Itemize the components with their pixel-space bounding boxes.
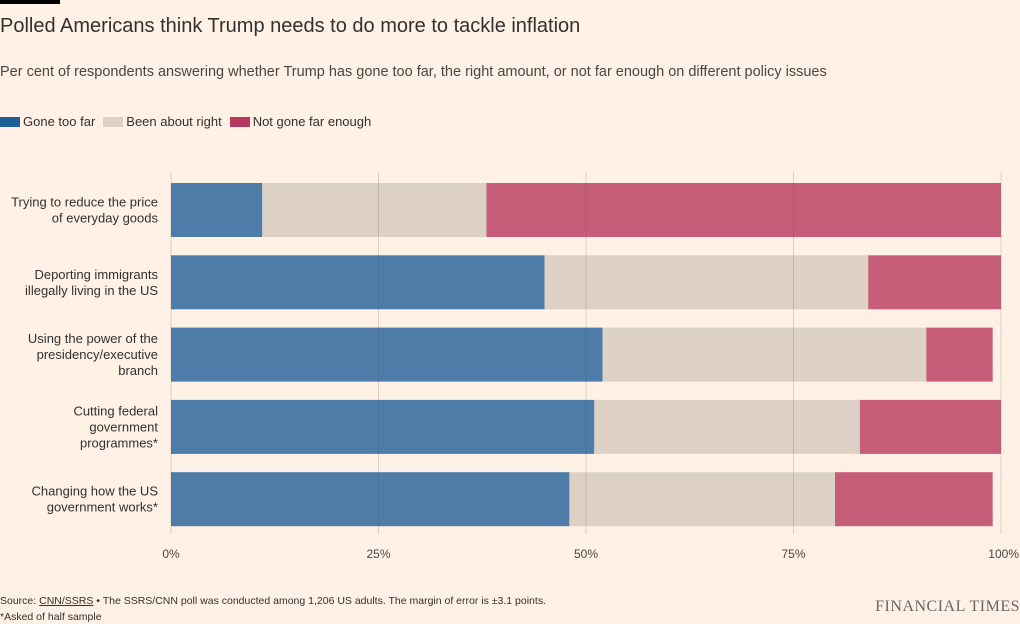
x-tick-label: 50% <box>574 547 598 561</box>
legend: Gone too far Been about right Not gone f… <box>0 114 379 129</box>
footnote: *Asked of half sample <box>0 611 102 623</box>
source-detail: • The SSRS/CNN poll was conducted among … <box>93 595 546 607</box>
x-tick-label: 0% <box>162 547 180 561</box>
x-tick-label: 25% <box>366 547 390 561</box>
category-label: Cutting federal government programmes* <box>73 403 158 450</box>
source-prefix: Source: <box>0 595 40 607</box>
bar-segment <box>602 327 927 382</box>
bar-segment <box>868 255 1001 310</box>
bar-segment <box>171 255 545 310</box>
chart-title: Polled Americans think Trump needs to do… <box>0 15 581 37</box>
category-label: Using the power of the presidency/executi… <box>28 331 158 378</box>
bar-segment <box>569 472 835 527</box>
chart-subtitle: Per cent of respondents answering whethe… <box>0 64 827 80</box>
legend-item-been-about-right: Been about right <box>103 114 222 129</box>
header-accent-bar <box>0 0 60 4</box>
legend-label: Not gone far enough <box>252 114 372 129</box>
bar-segment <box>171 472 570 527</box>
bar-segment <box>544 255 869 310</box>
legend-label: Gone too far <box>23 114 96 129</box>
category-label: Changing how the US government works* <box>32 484 159 515</box>
bar-segment <box>171 327 603 382</box>
legend-swatch <box>0 116 20 127</box>
source-link[interactable]: CNN/SSRS <box>39 595 94 607</box>
legend-swatch <box>103 116 124 127</box>
bar-segment <box>486 183 1001 237</box>
legend-item-not-gone-far-enough: Not gone far enough <box>229 114 372 129</box>
x-tick-label: 75% <box>781 547 805 561</box>
category-label: Trying to reduce the price of everyday go… <box>11 195 158 226</box>
bar-segment <box>859 399 1001 454</box>
category-label: Deporting immigrants illegally living in … <box>25 267 158 298</box>
bar-segment <box>835 472 993 527</box>
bar-segment <box>171 183 263 237</box>
ft-logo: FINANCIAL TIMES <box>875 598 1020 615</box>
x-tick-label: 100% <box>988 547 1019 561</box>
bar-segment <box>926 327 993 382</box>
source-note: Source: CNN/SSRS • The SSRS/CNN poll was… <box>0 595 546 607</box>
bar-segment <box>594 399 860 454</box>
legend-item-gone-too-far: Gone too far <box>0 114 95 129</box>
bar-segment <box>262 183 487 237</box>
bar-segment <box>171 399 595 454</box>
legend-swatch <box>229 116 250 127</box>
legend-label: Been about right <box>126 114 222 129</box>
